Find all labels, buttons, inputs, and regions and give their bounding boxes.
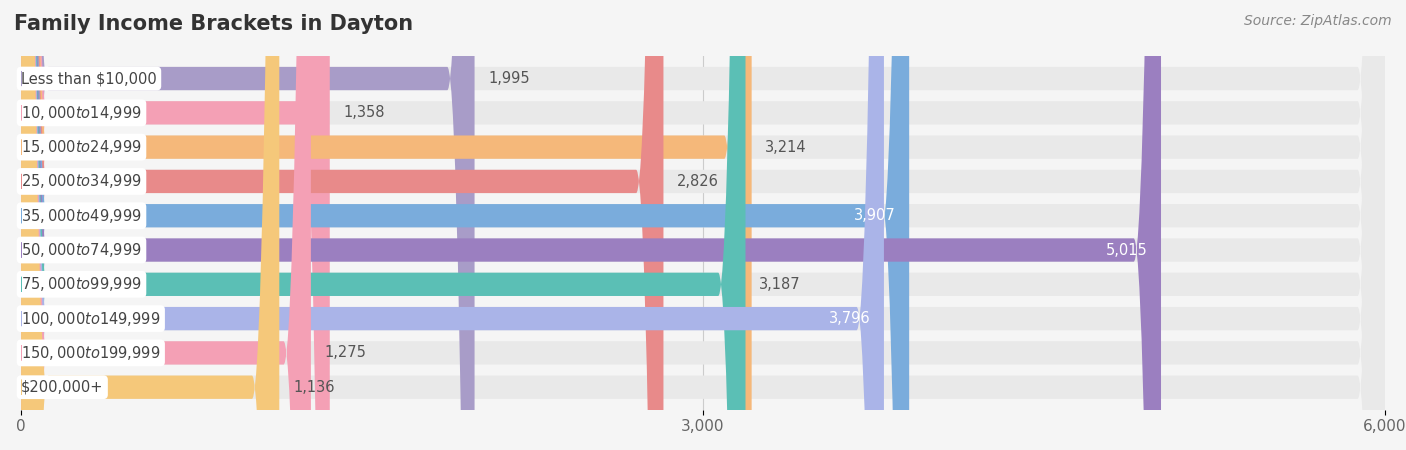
Text: 2,826: 2,826 — [678, 174, 718, 189]
Text: $35,000 to $49,999: $35,000 to $49,999 — [21, 207, 142, 225]
FancyBboxPatch shape — [21, 0, 1385, 450]
FancyBboxPatch shape — [21, 0, 1385, 450]
Text: $200,000+: $200,000+ — [21, 380, 104, 395]
FancyBboxPatch shape — [21, 0, 752, 450]
FancyBboxPatch shape — [21, 0, 1385, 450]
FancyBboxPatch shape — [21, 0, 664, 450]
Text: $10,000 to $14,999: $10,000 to $14,999 — [21, 104, 142, 122]
Text: 1,995: 1,995 — [488, 71, 530, 86]
FancyBboxPatch shape — [21, 0, 1385, 450]
Text: 1,358: 1,358 — [343, 105, 385, 120]
FancyBboxPatch shape — [21, 0, 280, 450]
FancyBboxPatch shape — [21, 0, 1385, 450]
Text: Less than $10,000: Less than $10,000 — [21, 71, 157, 86]
Text: $100,000 to $149,999: $100,000 to $149,999 — [21, 310, 160, 328]
Text: 3,907: 3,907 — [853, 208, 896, 223]
FancyBboxPatch shape — [21, 0, 1385, 450]
FancyBboxPatch shape — [21, 0, 745, 450]
Text: $150,000 to $199,999: $150,000 to $199,999 — [21, 344, 160, 362]
Text: $25,000 to $34,999: $25,000 to $34,999 — [21, 172, 142, 190]
Text: Family Income Brackets in Dayton: Family Income Brackets in Dayton — [14, 14, 413, 33]
FancyBboxPatch shape — [21, 0, 1385, 450]
FancyBboxPatch shape — [21, 0, 475, 450]
Text: $75,000 to $99,999: $75,000 to $99,999 — [21, 275, 142, 293]
Text: 3,187: 3,187 — [759, 277, 801, 292]
FancyBboxPatch shape — [21, 0, 1385, 450]
Text: $15,000 to $24,999: $15,000 to $24,999 — [21, 138, 142, 156]
Text: Source: ZipAtlas.com: Source: ZipAtlas.com — [1244, 14, 1392, 27]
FancyBboxPatch shape — [21, 0, 1385, 450]
FancyBboxPatch shape — [21, 0, 1385, 450]
FancyBboxPatch shape — [21, 0, 1161, 450]
Text: $50,000 to $74,999: $50,000 to $74,999 — [21, 241, 142, 259]
FancyBboxPatch shape — [21, 0, 884, 450]
Text: 3,214: 3,214 — [765, 140, 807, 155]
FancyBboxPatch shape — [21, 0, 330, 450]
Text: 5,015: 5,015 — [1105, 243, 1147, 257]
FancyBboxPatch shape — [21, 0, 910, 450]
Text: 1,275: 1,275 — [325, 346, 367, 360]
FancyBboxPatch shape — [21, 0, 311, 450]
Text: 1,136: 1,136 — [292, 380, 335, 395]
Text: 3,796: 3,796 — [828, 311, 870, 326]
